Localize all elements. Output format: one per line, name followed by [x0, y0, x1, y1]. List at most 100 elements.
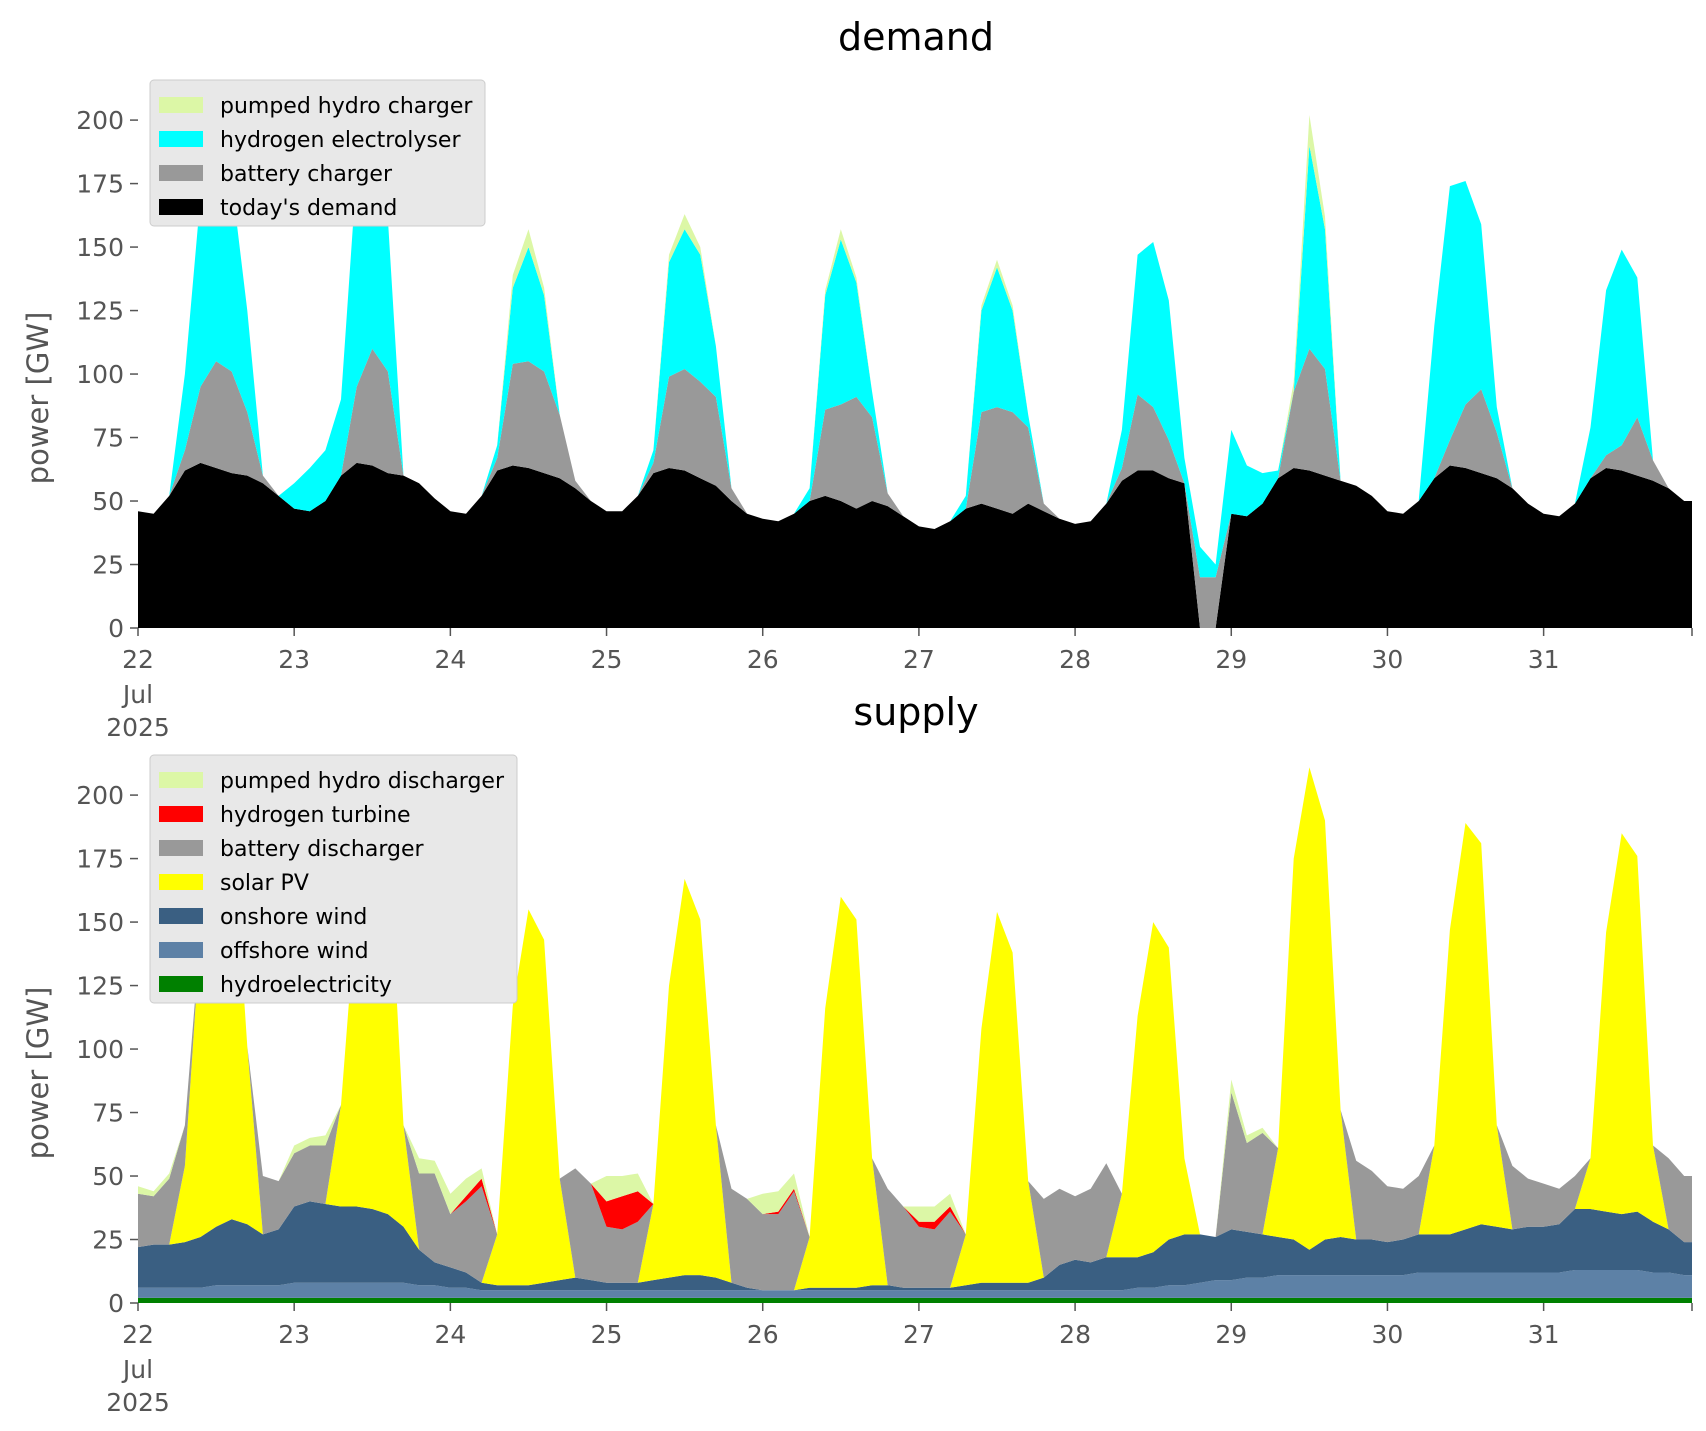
supply-y-tick-label: 50 — [92, 1162, 124, 1191]
supply-legend-swatch — [159, 942, 203, 958]
demand-x-tick-label: 28 — [1059, 645, 1091, 674]
demand-legend-label: hydrogen electrolyser — [220, 128, 461, 153]
supply-y-tick-label: 25 — [92, 1226, 124, 1255]
demand-y-tick-label: 150 — [76, 233, 124, 262]
demand-legend-swatch — [159, 199, 203, 215]
supply-legend: pumped hydro discharger hydrogen turbine b… — [149, 754, 518, 1004]
demand-y-tick-label: 75 — [92, 424, 124, 453]
supply-legend-swatch — [159, 840, 203, 856]
supply-y-tick-label: 100 — [76, 1035, 124, 1064]
demand-x-tick-label: 22 — [122, 645, 154, 674]
supply-legend-swatch — [159, 908, 203, 924]
supply-legend-label: hydroelectricity — [220, 973, 392, 998]
demand-x-tick-label: 26 — [747, 645, 779, 674]
supply-legend-box — [149, 754, 518, 1004]
supply-y-tick-label: 175 — [76, 845, 124, 874]
demand-y-tick-label: 0 — [108, 614, 124, 643]
supply-legend-label: solar PV — [220, 871, 309, 896]
supply-x-tick-label: 31 — [1528, 1320, 1560, 1349]
demand-x-tick-label: 27 — [903, 645, 935, 674]
demand-x-tick-label: 30 — [1372, 645, 1404, 674]
supply-y-tick-label: 200 — [76, 781, 124, 810]
demand-legend-item-pumped-hydro-charger: pumped hydro charger — [159, 94, 473, 119]
supply-legend-label: hydrogen turbine — [220, 803, 411, 828]
demand-panel: demand 0 25 50 75 100 125 150 175 200 22 23 24 25 26… — [21, 15, 1693, 742]
supply-area-onshore-wind — [138, 1201, 1692, 1291]
supply-legend-item-offshore-wind: offshore wind — [159, 939, 369, 964]
demand-legend-swatch — [159, 165, 203, 181]
demand-legend-item-today-s-demand: today's demand — [159, 196, 397, 221]
supply-legend-item-pumped-hydro-discharger: pumped hydro discharger — [159, 769, 505, 794]
supply-legend-item-battery-discharger: battery discharger — [159, 837, 425, 862]
supply-area-offshore-wind — [138, 1270, 1692, 1298]
demand-x-tick-label: 31 — [1528, 645, 1560, 674]
demand-legend-label: today's demand — [220, 196, 397, 221]
demand-legend-swatch — [159, 97, 203, 113]
supply-y-tick-label: 125 — [76, 972, 124, 1001]
supply-legend-swatch — [159, 976, 203, 992]
demand-area-today-s-demand — [138, 462, 1692, 628]
demand-x-tick-label: 24 — [434, 645, 466, 674]
supply-x-tick-label: 29 — [1215, 1320, 1247, 1349]
supply-x-tick-label: 23 — [278, 1320, 310, 1349]
supply-areas — [138, 764, 1692, 1303]
supply-legend-item-hydrogen-turbine: hydrogen turbine — [159, 803, 411, 828]
demand-y-tick-label: 200 — [76, 106, 124, 135]
demand-y-tick-label: 100 — [76, 360, 124, 389]
supply-x-date-label: 2025 — [106, 1388, 170, 1417]
supply-x-tick-label: 30 — [1372, 1320, 1404, 1349]
demand-x-tick-label: 25 — [591, 645, 623, 674]
demand-areas — [138, 115, 1692, 628]
demand-legend-label: battery charger — [220, 162, 393, 187]
supply-title: supply — [853, 690, 978, 734]
demand-area-hydrogen-electrolyser — [138, 125, 1692, 578]
demand-legend-box — [149, 79, 486, 227]
supply-legend-swatch — [159, 874, 203, 890]
demand-x-date-label: Jul — [121, 680, 153, 709]
supply-area-hydroelectricity — [138, 1297, 1692, 1303]
demand-title: demand — [838, 15, 994, 59]
supply-y-axis-label: power [GW] — [21, 987, 55, 1160]
demand-x-tick-label: 23 — [278, 645, 310, 674]
supply-legend-item-hydroelectricity: hydroelectricity — [159, 973, 392, 998]
supply-legend-swatch — [159, 772, 203, 788]
demand-legend-label: pumped hydro charger — [220, 94, 473, 119]
demand-legend-item-hydrogen-electrolyser: hydrogen electrolyser — [159, 128, 461, 153]
demand-x-axis: 22 23 24 25 26 27 28 29 30 31 Jul 2025 — [106, 628, 1693, 742]
supply-area-solar-pv — [138, 764, 1692, 1291]
demand-legend: pumped hydro charger hydrogen electrolyse… — [149, 79, 486, 227]
supply-legend-swatch — [159, 806, 203, 822]
demand-x-date-label: 2025 — [106, 713, 170, 742]
supply-legend-label: pumped hydro discharger — [220, 769, 505, 794]
supply-panel: supply 0 25 50 75 100 125 150 175 200 22 23 24 25 26… — [21, 690, 1693, 1417]
demand-y-tick-label: 50 — [92, 487, 124, 516]
supply-x-tick-label: 25 — [591, 1320, 623, 1349]
supply-x-tick-label: 26 — [747, 1320, 779, 1349]
supply-y-tick-label: 75 — [92, 1099, 124, 1128]
demand-y-axis-label: power [GW] — [21, 312, 55, 485]
supply-legend-item-solar-pv: solar PV — [159, 871, 309, 896]
supply-legend-item-onshore-wind: onshore wind — [159, 905, 367, 930]
supply-legend-label: onshore wind — [220, 905, 367, 930]
supply-y-axis: 0 25 50 75 100 125 150 175 200 — [76, 781, 138, 1318]
supply-x-tick-label: 27 — [903, 1320, 935, 1349]
supply-x-tick-label: 22 — [122, 1320, 154, 1349]
supply-x-axis: 22 23 24 25 26 27 28 29 30 31 Jul 2025 — [106, 1303, 1693, 1417]
demand-y-tick-label: 175 — [76, 170, 124, 199]
supply-x-tick-label: 24 — [434, 1320, 466, 1349]
demand-x-tick-label: 29 — [1215, 645, 1247, 674]
supply-x-date-label: Jul — [121, 1355, 153, 1384]
demand-y-tick-label: 125 — [76, 297, 124, 326]
supply-y-tick-label: 0 — [108, 1289, 124, 1318]
demand-y-tick-label: 25 — [92, 551, 124, 580]
supply-legend-label: offshore wind — [220, 939, 369, 964]
demand-y-axis: 0 25 50 75 100 125 150 175 200 — [76, 106, 138, 643]
demand-area-pumped-hydro-charger — [138, 115, 1692, 565]
supply-legend-label: battery discharger — [220, 837, 425, 862]
demand-area-battery-charger — [138, 348, 1692, 628]
demand-legend-item-battery-charger: battery charger — [159, 162, 393, 187]
supply-x-tick-label: 28 — [1059, 1320, 1091, 1349]
demand-legend-swatch — [159, 131, 203, 147]
supply-y-tick-label: 150 — [76, 908, 124, 937]
